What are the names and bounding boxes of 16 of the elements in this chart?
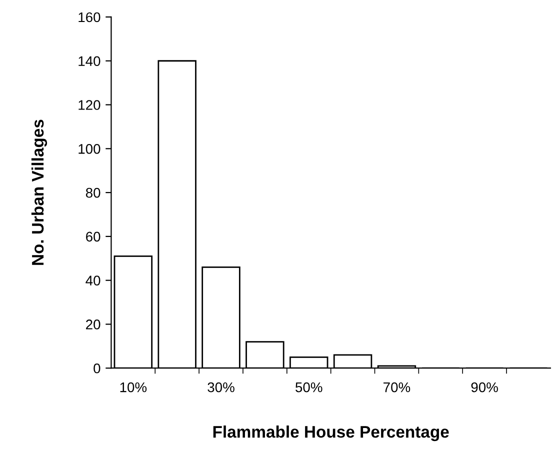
x-axis-title: Flammable House Percentage	[213, 426, 449, 442]
x-tick-label: 50%	[296, 382, 322, 392]
x-tick-label: 30%	[208, 382, 234, 392]
x-tick-label: 10%	[120, 382, 147, 392]
y-tick-label: 20	[86, 320, 100, 330]
y-tick-label: 0	[94, 363, 100, 374]
x-tick-label: 70%	[384, 382, 410, 392]
y-tick-label: 140	[78, 56, 100, 66]
y-tick-label: 120	[78, 100, 100, 110]
y-tick-label: 160	[78, 12, 100, 22]
x-tick-label: 90%	[471, 382, 498, 392]
y-axis-title: No. Urban Villages	[31, 120, 48, 265]
y-tick-label: 100	[78, 144, 100, 154]
y-tick-label: 40	[86, 276, 100, 286]
y-tick-label: 80	[86, 188, 100, 198]
y-tick-label: 60	[86, 232, 100, 242]
